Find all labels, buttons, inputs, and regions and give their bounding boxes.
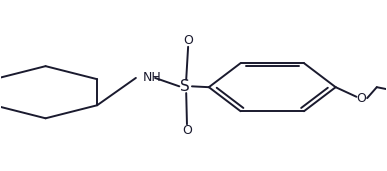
Text: S: S (180, 79, 190, 94)
Text: O: O (356, 92, 366, 105)
Text: O: O (183, 34, 193, 47)
Text: NH: NH (143, 71, 161, 84)
Text: O: O (182, 124, 192, 137)
